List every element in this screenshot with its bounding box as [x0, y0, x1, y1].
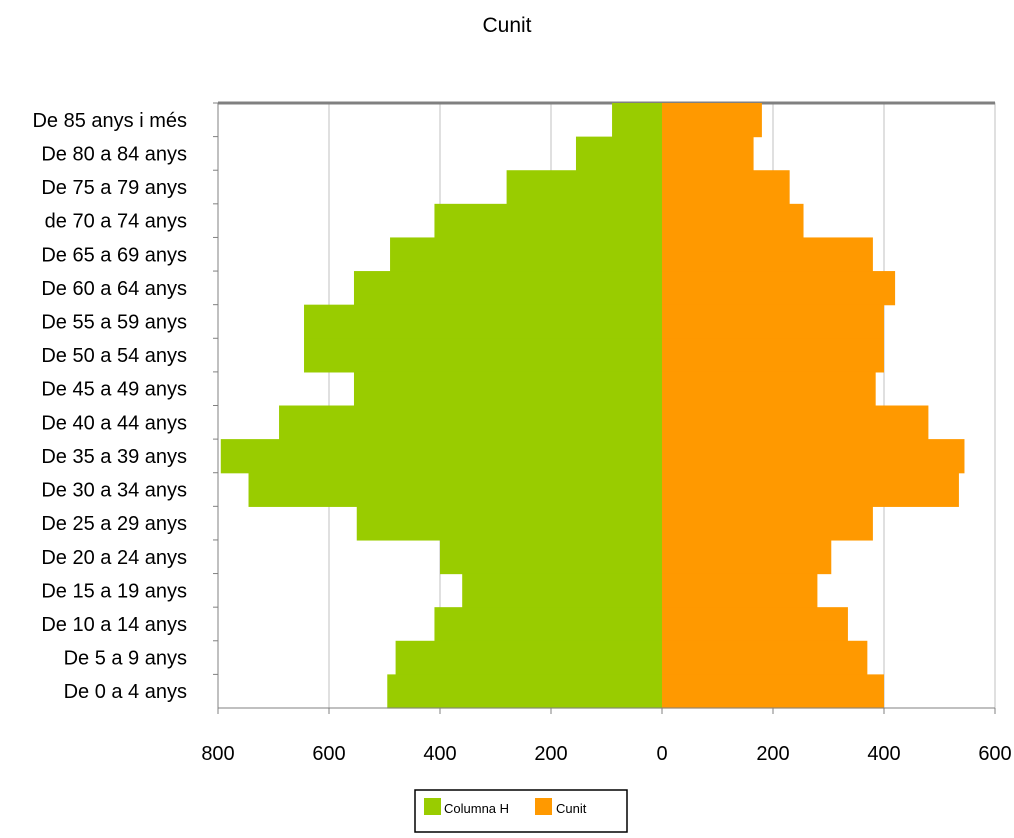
- bar-columna-h: [353, 271, 662, 306]
- x-tick-label: 400: [423, 743, 456, 765]
- bar-columna-h: [248, 472, 662, 507]
- x-tick-label: 600: [312, 743, 345, 765]
- legend-label-columna-h: Columna H: [444, 801, 509, 816]
- x-tick-label: 200: [534, 743, 567, 765]
- bar-cunit: [662, 674, 884, 709]
- legend-swatch-cunit: [535, 798, 552, 815]
- bar-columna-h: [390, 237, 662, 272]
- y-tick-label: De 5 a 9 anys: [64, 648, 187, 670]
- y-tick-label: De 80 a 84 anys: [41, 143, 187, 165]
- bar-columna-h: [304, 304, 662, 339]
- y-tick-label: de 70 a 74 anys: [45, 211, 187, 233]
- x-tick-label: 0: [656, 743, 667, 765]
- bar-columna-h: [612, 103, 662, 138]
- bar-cunit: [662, 271, 896, 306]
- chart-title: Cunit: [482, 14, 532, 37]
- bar-columna-h: [434, 607, 662, 642]
- y-tick-label: De 25 a 29 anys: [41, 513, 187, 535]
- bar-cunit: [662, 170, 790, 205]
- y-tick-label: De 75 a 79 anys: [41, 177, 187, 199]
- y-tick-label: De 50 a 54 anys: [41, 345, 187, 367]
- y-tick-label: De 55 a 59 anys: [41, 311, 187, 333]
- bar-columna-h: [395, 640, 662, 675]
- y-tick-label: De 45 a 49 anys: [41, 379, 187, 401]
- legend-label-cunit: Cunit: [556, 801, 587, 816]
- bar-cunit: [662, 439, 965, 474]
- bar-columna-h: [220, 439, 662, 474]
- bar-columna-h: [440, 539, 662, 575]
- legend-box: [414, 789, 628, 833]
- bar-cunit: [662, 640, 868, 675]
- bar-cunit: [662, 103, 762, 138]
- bar-columna-h: [353, 371, 662, 407]
- bar-cunit: [662, 539, 832, 575]
- bar-cunit: [662, 338, 884, 373]
- x-tick-label: 400: [867, 743, 900, 765]
- bar-cunit: [662, 371, 876, 407]
- bar-columna-h: [387, 674, 662, 709]
- bar-columna-h: [506, 170, 662, 205]
- legend-swatch-columna-h: [424, 798, 441, 815]
- y-tick-label: De 35 a 39 anys: [41, 446, 187, 468]
- y-tick-label: De 40 a 44 anys: [41, 412, 187, 434]
- y-tick-label: De 85 anys i més: [32, 110, 187, 132]
- bar-cunit: [662, 237, 873, 272]
- y-tick-label: De 10 a 14 anys: [41, 614, 187, 636]
- bar-cunit: [662, 573, 818, 608]
- y-tick-label: De 65 a 69 anys: [41, 244, 187, 266]
- bar-cunit: [662, 304, 884, 339]
- bar-cunit: [662, 405, 929, 440]
- x-tick-label: 800: [201, 743, 234, 765]
- y-tick-label: De 60 a 64 anys: [41, 278, 187, 300]
- bar-columna-h: [434, 203, 662, 239]
- y-tick-label: De 15 a 19 anys: [41, 580, 187, 602]
- bar-columna-h: [462, 573, 662, 608]
- y-tick-label: De 30 a 34 anys: [41, 480, 187, 502]
- bar-cunit: [662, 136, 754, 171]
- x-tick-label: 200: [756, 743, 789, 765]
- bar-columna-h: [304, 338, 662, 373]
- bar-columna-h: [575, 136, 662, 171]
- bar-cunit: [662, 203, 804, 239]
- bar-cunit: [662, 506, 873, 541]
- x-tick-label: 600: [978, 743, 1011, 765]
- bar-columna-h: [279, 405, 662, 440]
- bar-columna-h: [356, 506, 662, 541]
- bar-cunit: [662, 607, 848, 642]
- y-tick-label: De 20 a 24 anys: [41, 547, 187, 569]
- y-tick-label: De 0 a 4 anys: [64, 681, 187, 703]
- bar-cunit: [662, 472, 959, 507]
